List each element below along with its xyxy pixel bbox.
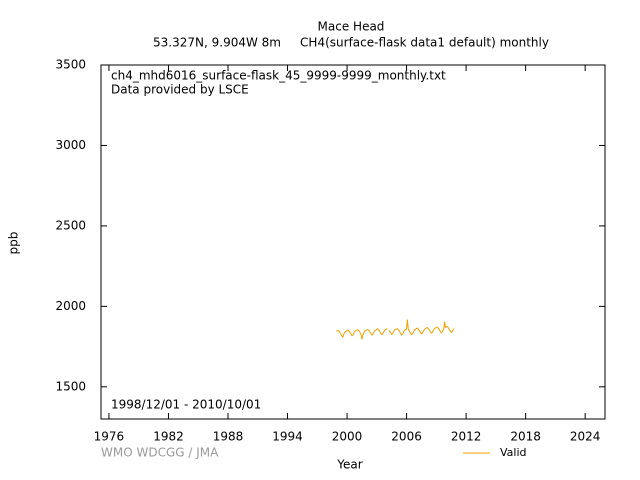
annotation: 1998/12/01 - 2010/10/01: [111, 398, 261, 412]
y-tick-label: 3000: [55, 138, 86, 152]
data-line: [336, 319, 455, 340]
legend-label: Valid: [500, 446, 527, 459]
annotation: ch4_mhd6016_surface-flask_45_9999-9999_m…: [111, 69, 446, 83]
y-tick-label: 3500: [55, 58, 86, 72]
credit: WMO WDCGG / JMA: [101, 446, 219, 460]
x-tick-label: 2018: [510, 430, 541, 444]
x-tick-label: 2024: [570, 430, 601, 444]
x-axis-label: Year: [336, 458, 362, 472]
x-tick-label: 1982: [153, 430, 184, 444]
x-tick-label: 2006: [391, 430, 422, 444]
plot-frame: [100, 64, 606, 420]
x-tick-label: 1976: [94, 430, 125, 444]
y-tick-label: 2500: [55, 218, 86, 232]
chart-subtitle: 53.327N, 9.904W 8m CH4(surface-flask dat…: [153, 36, 549, 50]
x-tick-label: 2000: [332, 430, 363, 444]
y-tick-label: 2000: [55, 299, 86, 313]
chart-title: Mace Head: [318, 20, 385, 34]
annotation: Data provided by LSCE: [111, 83, 249, 97]
y-axis-label: ppb: [7, 232, 21, 255]
x-tick-label: 1994: [272, 430, 303, 444]
x-tick-label: 1988: [213, 430, 244, 444]
x-tick-label: 2012: [451, 430, 482, 444]
y-tick-label: 1500: [55, 379, 86, 393]
